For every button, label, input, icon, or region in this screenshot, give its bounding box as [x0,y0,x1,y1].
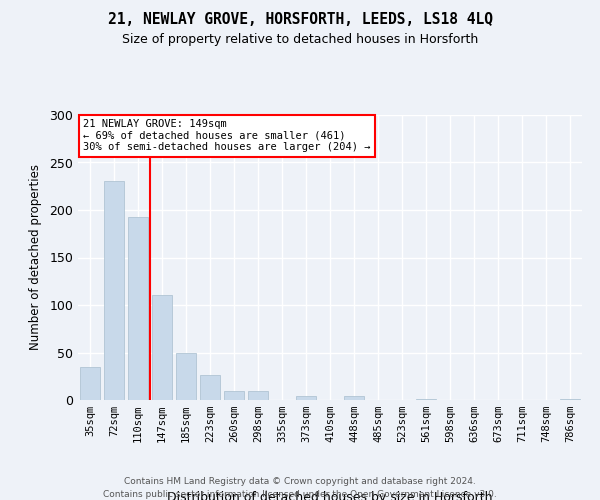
Bar [104,182,124,400]
Y-axis label: Number of detached properties: Number of detached properties [29,164,43,350]
Bar [200,376,220,400]
Text: Size of property relative to detached houses in Horsforth: Size of property relative to detached ho… [122,32,478,46]
Text: Contains public sector information licensed under the Open Government Licence v3: Contains public sector information licen… [103,490,497,499]
Bar [152,294,172,400]
Bar [176,352,196,400]
X-axis label: Distribution of detached houses by size in Horsforth: Distribution of detached houses by size … [167,491,493,500]
Bar [560,399,580,400]
Bar [248,392,268,400]
Bar [416,399,436,400]
Bar [344,396,364,400]
Text: 21, NEWLAY GROVE, HORSFORTH, LEEDS, LS18 4LQ: 21, NEWLAY GROVE, HORSFORTH, LEEDS, LS18… [107,12,493,28]
Text: 21 NEWLAY GROVE: 149sqm
← 69% of detached houses are smaller (461)
30% of semi-d: 21 NEWLAY GROVE: 149sqm ← 69% of detache… [83,120,371,152]
Bar [128,216,148,400]
Bar [224,390,244,400]
Bar [80,367,100,400]
Bar [296,396,316,400]
Text: Contains HM Land Registry data © Crown copyright and database right 2024.: Contains HM Land Registry data © Crown c… [124,478,476,486]
